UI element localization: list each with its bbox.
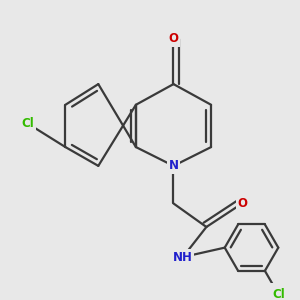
- Text: O: O: [237, 197, 247, 210]
- Text: O: O: [169, 32, 178, 46]
- Text: N: N: [169, 159, 178, 172]
- Text: NH: NH: [173, 250, 193, 263]
- Text: Cl: Cl: [21, 117, 34, 130]
- Text: Cl: Cl: [272, 287, 285, 300]
